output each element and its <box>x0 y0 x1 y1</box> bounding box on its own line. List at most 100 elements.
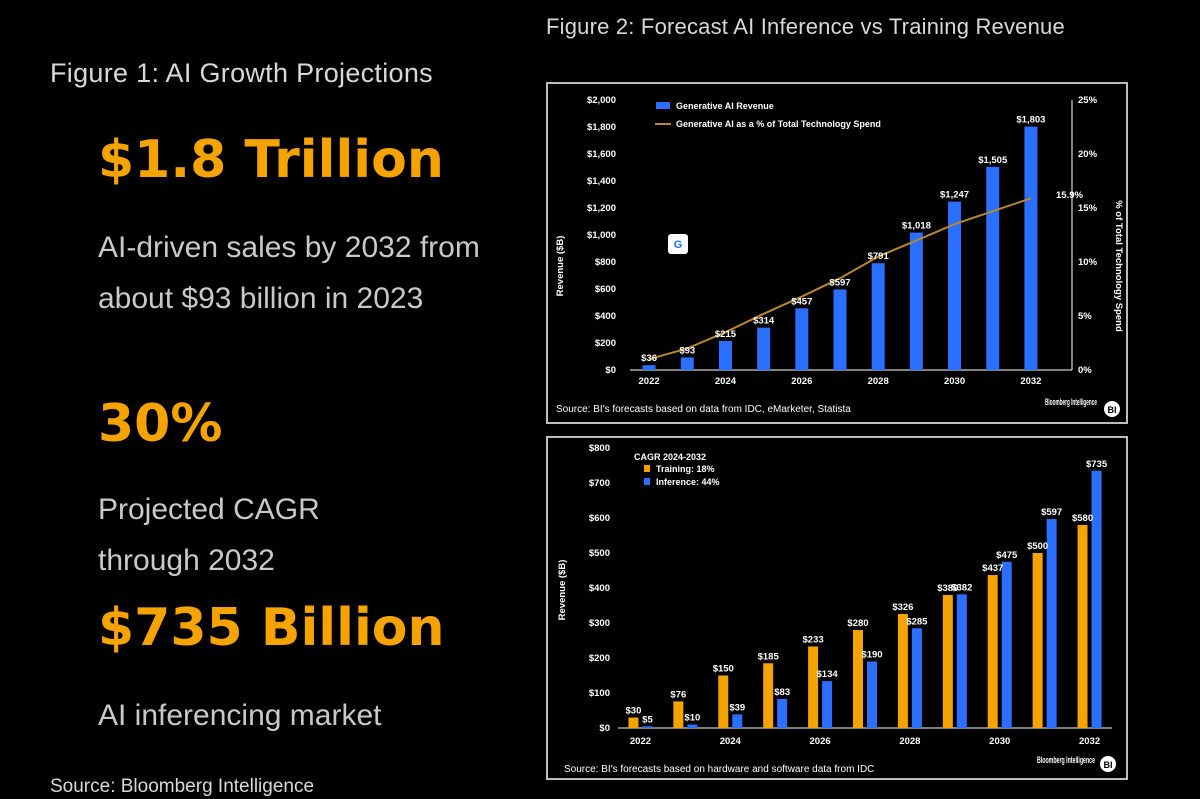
training-bar-label: $233 <box>803 634 824 645</box>
generative-ai-revenue-chart-panel: Revenue ($B) % of Total Technology Spend… <box>546 82 1128 424</box>
training-bar-label: $185 <box>758 651 780 662</box>
training-bar-label: $280 <box>847 618 868 629</box>
stat-sales-value: $1.8 Trillion <box>98 130 444 190</box>
chart-legend: Generative AI Revenue Generative AI as a… <box>655 101 881 129</box>
y-tick-label: $2,000 <box>587 95 616 106</box>
inference-bar <box>732 714 743 728</box>
x-tick-label: 2030 <box>944 376 965 387</box>
translate-icon[interactable]: G <box>668 234 688 254</box>
share-end-label: 15.9% <box>1056 190 1083 201</box>
svg-text:Bloomberg Intelligence: Bloomberg Intelligence <box>1045 397 1097 407</box>
revenue-bar-label: $1,803 <box>1016 115 1045 126</box>
training-bar-label: $76 <box>670 689 686 700</box>
svg-text:BI: BI <box>1108 405 1117 415</box>
y-tick-label: $600 <box>595 284 616 295</box>
legend-label-training: Training: 18% <box>656 464 715 474</box>
y2-tick-label: 15% <box>1078 203 1098 214</box>
figure-2-title: Figure 2: Forecast AI Inference vs Train… <box>546 14 1065 39</box>
y2-tick-label: 25% <box>1078 95 1098 106</box>
revenue-bar-label: $1,247 <box>940 190 969 201</box>
y-tick-label: $400 <box>595 311 616 322</box>
share-of-tech-spend-line <box>648 197 1032 361</box>
svg-text:G: G <box>674 239 683 251</box>
figure-1-title: Figure 1: AI Growth Projections <box>50 58 433 88</box>
training-bar-label: $326 <box>892 602 913 613</box>
y2-axis-label: % of Total Technology Spend <box>1113 200 1124 332</box>
training-bar <box>987 575 998 728</box>
revenue-bar <box>642 365 656 370</box>
x-tick-label: 2032 <box>1020 376 1041 387</box>
generative-ai-revenue-chart: Revenue ($B) % of Total Technology Spend… <box>555 95 1124 417</box>
revenue-bar-label: $215 <box>715 329 737 340</box>
inference-bar-label: $39 <box>729 702 745 713</box>
training-bar <box>853 630 863 728</box>
stat-inference-description: AI inferencing market <box>98 699 382 732</box>
inference-bar <box>911 628 922 728</box>
svg-text:BI: BI <box>1104 760 1113 770</box>
y2-tick-label: 0% <box>1078 365 1092 376</box>
y-axis-label: Revenue ($B) <box>557 560 568 621</box>
y-tick-label: $1,800 <box>587 122 616 133</box>
revenue-bar-label: $93 <box>679 345 695 356</box>
revenue-bar <box>948 201 962 370</box>
revenue-bar <box>833 289 847 370</box>
chart-2-source: Source: BI's forecasts based on hardware… <box>564 764 874 775</box>
revenue-bar-label: $457 <box>791 296 812 307</box>
y-tick-label: $1,200 <box>587 203 616 214</box>
figure-1-source: Source: Bloomberg Intelligence <box>50 776 315 797</box>
x-tick-label: 2024 <box>720 736 742 747</box>
inference-bar <box>642 726 653 728</box>
training-bar <box>1077 525 1088 728</box>
revenue-bar <box>986 166 1000 370</box>
y-tick-label: $1,600 <box>587 149 616 160</box>
revenue-bar <box>871 263 885 370</box>
training-bar-label: $150 <box>713 664 734 675</box>
x-tick-label: 2028 <box>868 376 889 387</box>
inference-bar-label: $735 <box>1086 459 1108 470</box>
y2-tick-label: 10% <box>1078 257 1098 268</box>
svg-text:Bloomberg Intelligence: Bloomberg Intelligence <box>1037 755 1095 765</box>
revenue-bar-label: $1,505 <box>978 155 1008 166</box>
revenue-bar-label: $791 <box>868 251 890 262</box>
inference-bar-label: $5 <box>642 714 653 725</box>
x-tick-label: 2032 <box>1079 736 1100 747</box>
legend-title: CAGR 2024-2032 <box>634 452 706 462</box>
y-tick-label: $800 <box>595 257 616 268</box>
training-bar <box>897 613 908 728</box>
training-vs-inference-chart-panel: Revenue ($B) $0 $100 $200 $300 $400 $500 $600 $… <box>546 436 1128 780</box>
x-tick-label: 2022 <box>639 376 660 387</box>
inference-bar-label: $190 <box>861 650 882 661</box>
x-tick-label: 2024 <box>715 376 737 387</box>
inference-bar <box>956 594 967 728</box>
y-tick-label: $0 <box>599 723 610 734</box>
legend-swatch-inference <box>644 478 650 485</box>
y-tick-label: $700 <box>589 478 610 489</box>
y-tick-label: $200 <box>589 653 610 664</box>
training-bar <box>1032 553 1043 728</box>
stat-cagr-value: 30% <box>98 394 223 454</box>
x-tick-label: 2026 <box>791 376 812 387</box>
x-tick-label: 2026 <box>810 736 831 747</box>
legend-label-inference: Inference: 44% <box>656 477 720 487</box>
inference-bar-label: $10 <box>684 713 700 724</box>
bloomberg-intelligence-logo: Bloomberg Intelligence BI <box>1045 397 1120 417</box>
legend-swatch-revenue <box>656 102 670 109</box>
inference-bar-label: $597 <box>1041 507 1062 518</box>
y-tick-label: $200 <box>595 338 616 349</box>
legend-label-revenue: Generative AI Revenue <box>676 101 774 111</box>
revenue-bar <box>680 357 694 370</box>
y-tick-label: $800 <box>589 443 610 454</box>
training-bar-label: $380 <box>937 583 958 594</box>
inference-bar-label: $475 <box>996 550 1018 561</box>
y-tick-label: $500 <box>589 548 610 559</box>
inference-bar <box>777 698 788 728</box>
y-tick-label: $300 <box>589 618 610 629</box>
revenue-bar-label: $597 <box>829 277 850 288</box>
training-bar <box>628 717 639 728</box>
revenue-bar-label: $36 <box>641 353 657 364</box>
revenue-bar <box>795 308 809 370</box>
inference-bar <box>687 724 698 728</box>
inference-bar <box>1091 470 1102 728</box>
inference-bar <box>867 661 877 728</box>
revenue-bar <box>909 232 923 370</box>
